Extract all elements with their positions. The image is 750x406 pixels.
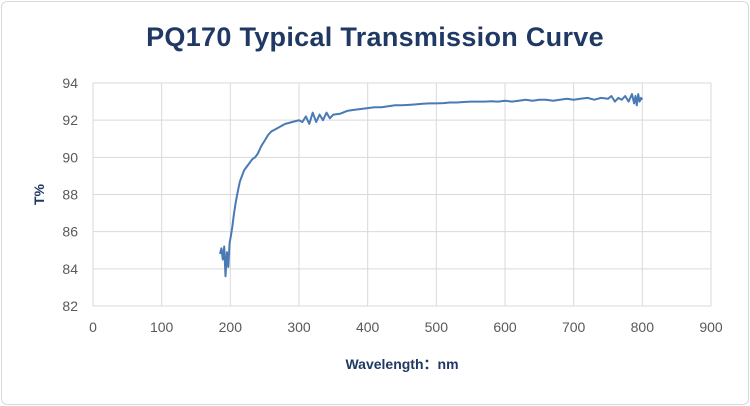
x-tick-label: 100 bbox=[150, 319, 174, 335]
x-axis-ticks: 0 100 200 300 400 500 600 700 800 900 bbox=[89, 319, 723, 335]
y-tick-label: 94 bbox=[62, 75, 78, 91]
x-tick-label: 400 bbox=[356, 319, 380, 335]
x-tick-label: 500 bbox=[425, 319, 449, 335]
x-tick-label: 700 bbox=[562, 319, 586, 335]
y-axis-ticks: 82 84 86 88 90 92 94 bbox=[62, 75, 78, 314]
transmission-line bbox=[219, 93, 644, 278]
x-tick-label: 200 bbox=[219, 319, 243, 335]
x-tick-label: 900 bbox=[699, 319, 723, 335]
y-axis-label: T% bbox=[31, 183, 47, 205]
chart-grid bbox=[92, 82, 712, 307]
y-tick-label: 92 bbox=[62, 112, 78, 128]
y-tick-label: 90 bbox=[62, 149, 78, 165]
x-tick-label: 600 bbox=[493, 319, 517, 335]
x-tick-label: 0 bbox=[89, 319, 97, 335]
y-tick-label: 84 bbox=[62, 261, 78, 277]
x-tick-label: 300 bbox=[287, 319, 311, 335]
chart-title: PQ170 Typical Transmission Curve bbox=[146, 22, 604, 52]
y-tick-label: 82 bbox=[62, 298, 78, 314]
y-tick-label: 88 bbox=[62, 187, 78, 203]
x-axis-label: Wavelength：nm bbox=[345, 356, 458, 372]
y-tick-label: 86 bbox=[62, 224, 78, 240]
x-tick-label: 800 bbox=[631, 319, 655, 335]
